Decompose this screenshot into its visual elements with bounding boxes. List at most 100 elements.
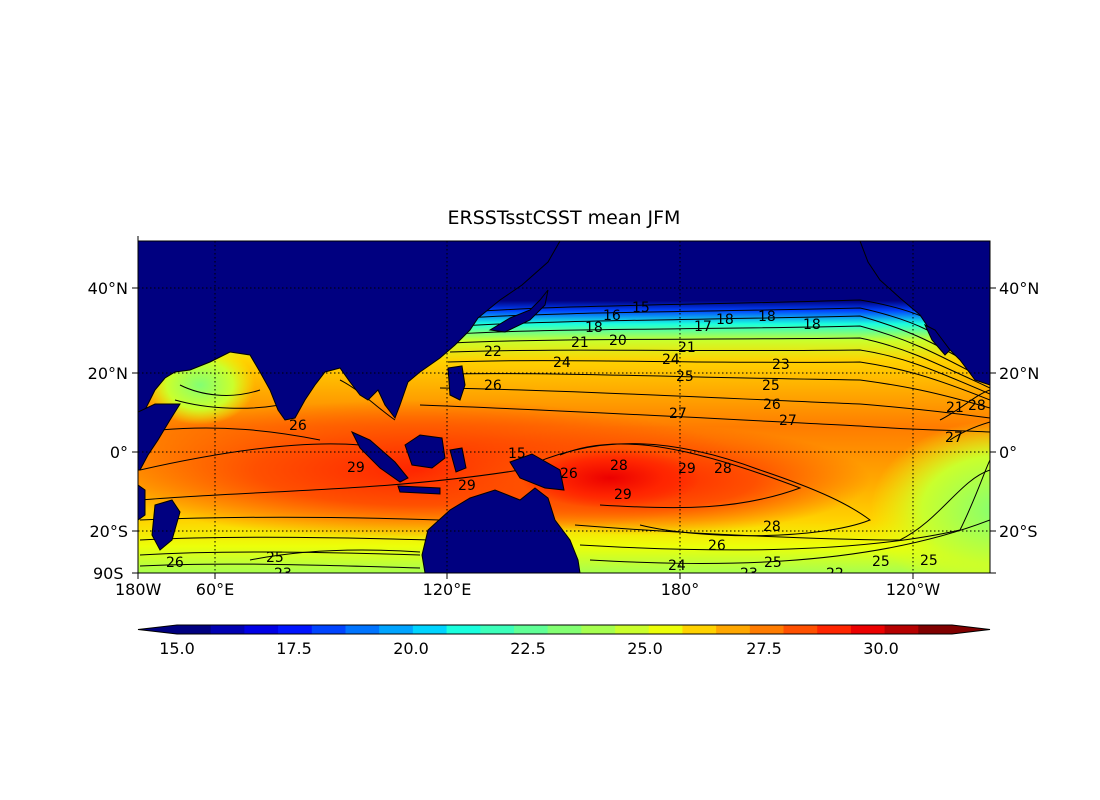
contour-label: 18	[758, 309, 776, 325]
contour-label: 22	[484, 344, 502, 360]
east-pacific-cool	[870, 420, 990, 573]
contour-label: 29	[614, 487, 632, 503]
colorbar-segment	[783, 625, 818, 634]
contour-label: 20	[609, 333, 627, 349]
land-new-guinea	[509, 453, 565, 491]
colorbar-segment	[648, 625, 684, 634]
colorbar-segment	[446, 625, 481, 634]
map-panel: 15 16 18 17 18 18 18 20 21 22 24 21 24 2…	[138, 241, 990, 582]
land-asia	[138, 241, 561, 421]
lat-label: 20°S	[89, 522, 128, 541]
colorbar-segment	[345, 625, 380, 634]
colorbar-segment	[884, 625, 919, 634]
corner-labels: 90S 180W	[93, 564, 162, 599]
contour-label: 15	[508, 446, 526, 462]
colorbar-segment	[244, 625, 279, 634]
contour-labels: 15 16 18 17 18 18 18 20 21 22 24 21 24 2…	[166, 300, 986, 582]
contour-label: 25	[676, 369, 694, 385]
corner-lat-label: 90S	[93, 564, 124, 583]
lon-label: 180°	[661, 580, 700, 599]
land-baja	[923, 323, 951, 356]
lat-label: 0°	[999, 443, 1017, 462]
hot-core	[520, 448, 700, 508]
contour-label: 18	[716, 312, 734, 328]
lat-label: 20°N	[999, 364, 1039, 383]
contour-label: 28	[968, 398, 986, 414]
contour-label: 25	[764, 555, 782, 571]
lon-labels: 60°E 120°E 180° 120°W	[196, 580, 941, 599]
contour-label: 27	[779, 413, 797, 429]
land-java	[397, 485, 441, 495]
lon-label: 120°E	[423, 580, 472, 599]
contour-label: 29	[347, 460, 365, 476]
contour-label: 28	[610, 458, 628, 474]
land-madagascar	[151, 499, 181, 551]
corner-lon-label: 180W	[115, 580, 162, 599]
lat-label: 40°N	[999, 279, 1039, 298]
colorbar-segment	[850, 625, 886, 634]
contour-label: 26	[289, 418, 307, 434]
colorbar-extend-low	[138, 625, 177, 634]
lat-labels-left: 40°N 20°N 0° 20°S	[88, 279, 128, 541]
contour-label: 21	[678, 340, 696, 356]
contour-label: 29	[678, 461, 696, 477]
contour-label: 16	[603, 308, 621, 324]
lat-label: 20°S	[999, 522, 1038, 541]
contour-label: 18	[803, 317, 821, 333]
colorbar-segment	[547, 625, 582, 634]
lat-label: 40°N	[88, 279, 128, 298]
lat-label: 0°	[110, 443, 128, 462]
lon-label: 60°E	[196, 580, 234, 599]
colorbar-segment	[918, 625, 953, 634]
colorbar-segment	[311, 625, 347, 634]
colorbar-segment	[412, 625, 448, 634]
contour-label: 26	[560, 466, 578, 482]
land-philippines	[447, 365, 466, 401]
colorbar-segment	[817, 625, 852, 634]
contour-label: 24	[668, 558, 686, 574]
land-africa-south	[138, 484, 146, 521]
contour-label: 24	[662, 352, 680, 368]
colorbar-segment	[177, 625, 212, 634]
colorbar-tick-label: 27.5	[746, 639, 782, 658]
colorbar-tick-label: 17.5	[276, 639, 312, 658]
graticule	[138, 241, 990, 573]
contour-label: 17	[694, 319, 712, 335]
contour-label: 27	[945, 430, 963, 446]
contour-label: 28	[714, 461, 732, 477]
contour-label: 26	[166, 555, 184, 571]
land-australia	[421, 487, 581, 573]
contour-label: 18	[585, 320, 603, 336]
lon-label: 120°W	[886, 580, 941, 599]
lat-labels-right: 40°N 20°N 0° 20°S	[999, 279, 1039, 541]
colorbar-segment	[278, 625, 313, 634]
contour-lines	[139, 299, 990, 569]
colorbar-segment	[210, 625, 245, 634]
colorbar-tick-label: 25.0	[627, 639, 663, 658]
colorbar-tick-label: 30.0	[863, 639, 899, 658]
contour-label: 21	[571, 335, 589, 351]
colorbar-tick-label: 20.0	[393, 639, 429, 658]
contour-label: 15	[632, 300, 650, 316]
colorbar-tick-label: 22.5	[510, 639, 546, 658]
lat-label: 20°N	[88, 364, 128, 383]
contour-label: 26	[763, 397, 781, 413]
contour-label: 26	[484, 378, 502, 394]
colorbar-segment	[581, 625, 616, 634]
land-sumatra	[350, 430, 409, 483]
colorbar-segment	[480, 625, 515, 634]
tick-marks	[132, 236, 996, 579]
map-frame	[137, 240, 991, 574]
map-title: ERSSTsstCSST mean JFM	[448, 207, 681, 229]
contour-label: 29	[458, 478, 476, 494]
colorbar-extend-high	[952, 625, 990, 634]
land-sulawesi	[449, 447, 467, 473]
contour-label: 22	[826, 566, 844, 582]
colorbar-tick-label: 15.0	[159, 639, 195, 658]
contour-label: 24	[553, 355, 571, 371]
contour-label: 28	[763, 519, 781, 535]
land	[138, 241, 990, 573]
contour-label: 25	[762, 378, 780, 394]
colorbar-outline	[137, 624, 991, 635]
